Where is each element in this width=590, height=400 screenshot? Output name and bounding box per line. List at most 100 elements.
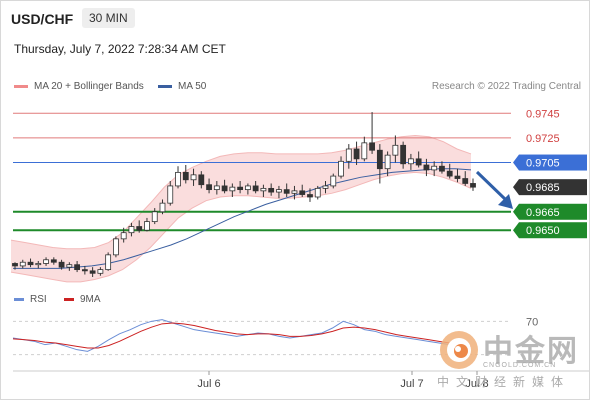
- rsi-line: [12, 319, 472, 352]
- candle-body: [454, 175, 461, 179]
- candle-body: [338, 160, 344, 177]
- candle-body: [446, 170, 453, 177]
- candle-body: [439, 165, 445, 172]
- candle-body: [182, 171, 189, 181]
- ma50-legend-label: MA 50: [178, 81, 207, 92]
- rsi-swatch: [14, 298, 24, 301]
- forecast-arrow-head: [498, 194, 513, 209]
- level-label-0.9685: 0.9685: [526, 182, 560, 194]
- candle-body: [58, 261, 65, 268]
- candle-body: [97, 269, 104, 274]
- candle-body: [12, 263, 18, 267]
- watermark-url: CNGOLD.COM.CN: [483, 362, 557, 369]
- candle-body: [128, 226, 135, 234]
- candle-body: [431, 165, 438, 171]
- candle-body: [462, 178, 469, 184]
- candle-body: [283, 189, 290, 194]
- candle-body: [376, 149, 383, 170]
- level-tag-notch-0.9665: [513, 203, 519, 220]
- bollinger-lower-line: [10, 171, 472, 283]
- candle-body: [159, 202, 166, 213]
- bollinger-legend-label: MA 20 + Bollinger Bands: [34, 81, 144, 92]
- candle-body: [369, 142, 375, 151]
- watermark-logo: [440, 331, 478, 369]
- level-label-0.9650: 0.9650: [526, 225, 560, 237]
- candle-body: [384, 154, 391, 170]
- candle-body: [407, 158, 414, 165]
- candle-body: [81, 269, 88, 272]
- candle-body: [50, 259, 57, 263]
- level-tag-notch-0.9650: [513, 222, 519, 239]
- level-tag-bg-0.9665: [519, 203, 587, 220]
- candle-body: [353, 148, 360, 160]
- ma50-swatch: [158, 85, 172, 88]
- legend-bollinger: MA 20 + Bollinger Bands: [14, 81, 144, 92]
- level-label-0.9725: 0.9725: [526, 133, 560, 145]
- candle-body: [392, 144, 399, 156]
- bollinger-swatch: [14, 85, 28, 88]
- candle-body: [190, 174, 197, 181]
- legend-ma50: MA 50: [158, 81, 206, 92]
- forecast-arrow-shaft: [475, 170, 508, 202]
- candle-body: [43, 259, 49, 264]
- candle-body: [400, 144, 407, 165]
- chart-header: USD/CHF 30 MIN: [1, 1, 589, 37]
- candle-body: [113, 238, 119, 256]
- level-tag-bg-0.9650: [519, 222, 587, 239]
- candle-body: [299, 190, 306, 195]
- level-tag-notch-0.9705: [513, 154, 519, 171]
- candle-body: [237, 186, 244, 191]
- level-label-0.9705: 0.9705: [526, 158, 560, 170]
- candle-body: [66, 264, 73, 268]
- research-credit: Research © 2022 Trading Central: [431, 81, 581, 92]
- watermark-subtitle: 中文财经新媒体: [437, 375, 571, 389]
- candle-body: [361, 142, 368, 160]
- watermark-logo-text: 中金网: [483, 334, 579, 369]
- candle-body: [291, 190, 298, 194]
- candle-body: [175, 171, 181, 187]
- candle-body: [19, 261, 26, 267]
- level-tag-bg-0.9705: [519, 154, 587, 171]
- x-tick-label: Jul 7: [400, 378, 423, 390]
- candle-body: [74, 264, 81, 271]
- legend-ma9: 9MA: [64, 294, 101, 305]
- rsi-ma-line: [12, 322, 472, 349]
- x-tick-label: Jul 8: [465, 378, 488, 390]
- candle-body: [151, 211, 158, 223]
- candle-body: [221, 185, 228, 192]
- candle-body: [198, 174, 205, 186]
- x-tick-label: Jul 6: [197, 378, 220, 390]
- level-tag-bg-0.9685: [519, 179, 587, 196]
- level-label-0.9665: 0.9665: [526, 207, 560, 219]
- candle-body: [322, 185, 329, 189]
- candle-body: [213, 185, 220, 191]
- ma9-legend-label: 9MA: [80, 294, 101, 305]
- level-label-0.9745: 0.9745: [526, 108, 560, 120]
- candle-body: [136, 226, 143, 231]
- candle-body: [252, 185, 259, 192]
- ma50-line: [13, 168, 472, 269]
- candle-body: [105, 254, 112, 271]
- candle-body: [307, 194, 313, 198]
- candle-body: [260, 187, 267, 192]
- candle-body: [206, 184, 212, 191]
- candle-body: [470, 183, 476, 188]
- candle-body: [144, 221, 150, 231]
- level-tag-notch-0.9685: [513, 179, 519, 196]
- candle-body: [229, 186, 236, 192]
- candle-body: [244, 185, 251, 191]
- candle-body: [167, 185, 174, 204]
- candle-body: [330, 175, 337, 187]
- candle-body: [415, 158, 422, 166]
- rsi-level-label: 70: [526, 316, 538, 328]
- candle-body: [120, 232, 127, 240]
- rsi-legend-label: RSI: [30, 294, 47, 305]
- interval-badge[interactable]: 30 MIN: [82, 8, 135, 28]
- candle-body: [89, 270, 96, 274]
- candle-body: [27, 261, 34, 266]
- bollinger-band-fill: [11, 135, 471, 282]
- ma9-swatch: [64, 298, 74, 301]
- candle-body: [423, 164, 430, 171]
